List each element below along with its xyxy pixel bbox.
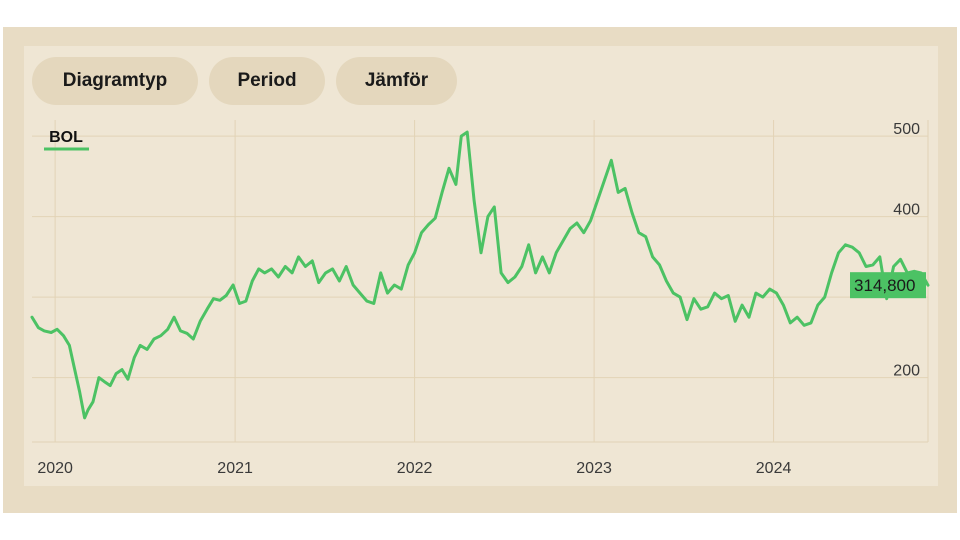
series-name-badge[interactable]: BOL	[44, 124, 89, 151]
labels: 200 400 500 2020 2021 2022 2023 2024 BOL 314,800	[37, 121, 926, 477]
x-tick-label: 2022	[397, 460, 433, 477]
chart-panel	[24, 46, 938, 486]
last-value-label: 314,800	[850, 272, 926, 299]
x-tick-label: 2023	[576, 460, 612, 477]
x-tick-label: 2021	[217, 460, 253, 477]
last-value-text: 314,800	[854, 276, 915, 295]
gridlines	[32, 120, 929, 443]
compare-button[interactable]: Jämför	[336, 57, 457, 105]
series-layer	[30, 130, 930, 420]
y-tick-label: 200	[893, 363, 920, 380]
x-tick-label: 2024	[756, 460, 792, 477]
x-tick-label: 2020	[37, 460, 73, 477]
period-button[interactable]: Period	[209, 57, 325, 105]
series-line-bol	[30, 130, 930, 420]
y-tick-label: 400	[893, 202, 920, 219]
y-tick-label: 500	[893, 121, 920, 138]
chart-type-button[interactable]: Diagramtyp	[32, 57, 198, 105]
series-name: BOL	[49, 129, 83, 146]
